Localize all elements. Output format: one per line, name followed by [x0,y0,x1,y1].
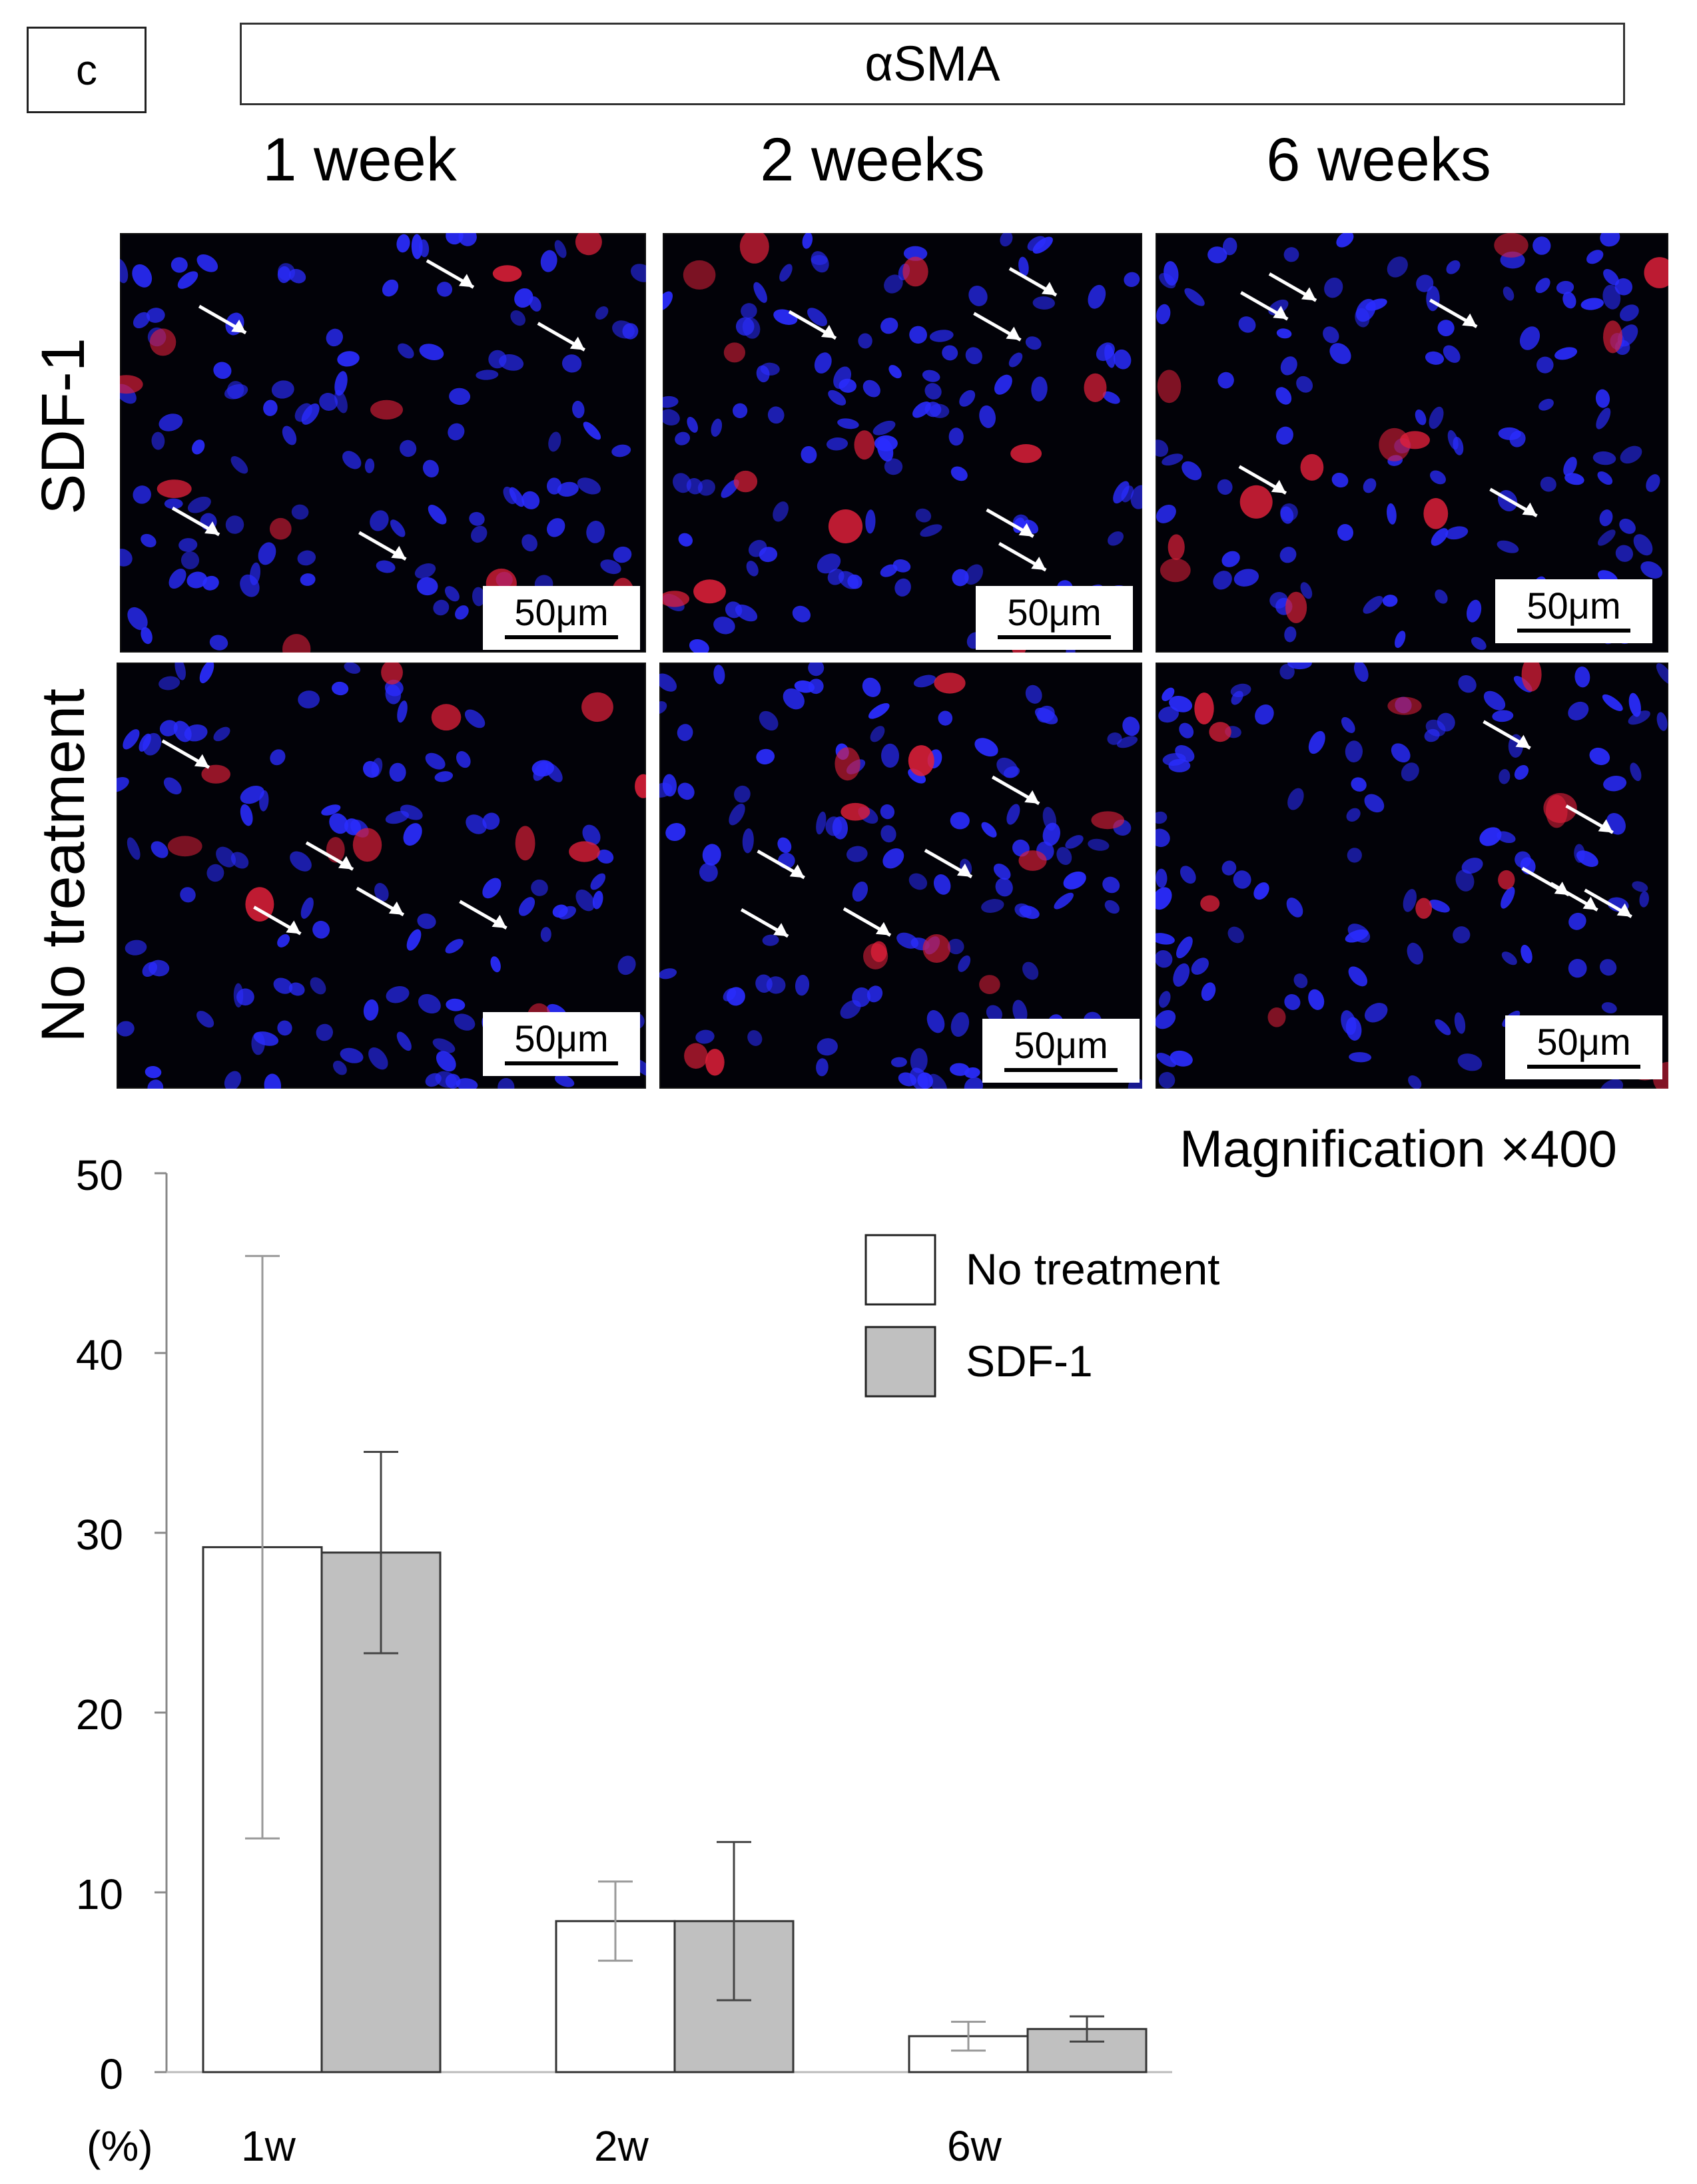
y-tick-label: 40 [76,1331,123,1379]
legend-swatch [864,1234,936,1306]
x-tick-label: 6w [947,2122,1002,2170]
x-tick-label: 2w [594,2122,649,2170]
micrograph-sdf1-1week [120,233,646,653]
column-label-1week: 1 week [262,126,457,194]
x-tick-label: 1w [241,2122,296,2170]
row-label-sdf1: SDF-1 [29,338,97,515]
y-tick-label: 50 [76,1151,123,1199]
scale-bar: 50μm [1495,579,1652,643]
y-tick-label: 30 [76,1511,123,1559]
micrograph-no-treatment-2weeks [659,663,1142,1089]
y-tick-label: 0 [99,2050,123,2098]
column-label-6weeks: 6 weeks [1266,126,1491,194]
stain-label: αSMA [240,23,1625,105]
y-tick-label: 20 [76,1691,123,1739]
y-axis-label: (%) [87,2122,153,2170]
legend-label: No treatment [966,1244,1220,1294]
micrograph-sdf1-2weeks [663,233,1142,653]
scale-bar: 50μm [483,586,640,650]
row-label-no-treatment: No treatment [29,688,97,1043]
micrograph-no-treatment-1week [117,663,646,1089]
scale-bar: 50μm [1505,1015,1662,1079]
y-tick-label: 10 [76,1870,123,1918]
scale-bar: 50μm [483,1012,640,1076]
panel-letter: c [27,27,147,113]
scale-bar: 50μm [982,1019,1140,1083]
magnification-label: Magnification ×400 [1180,1119,1617,1178]
legend-label: SDF-1 [966,1336,1093,1386]
scale-bar: 50μm [976,586,1133,650]
column-label-2weeks: 2 weeks [760,126,985,194]
legend-swatch [864,1326,936,1398]
bar-chart: 0 10 20 30 40 50 (%) 1w 2w 6w No treatment SDF-1 [76,1151,1220,2170]
